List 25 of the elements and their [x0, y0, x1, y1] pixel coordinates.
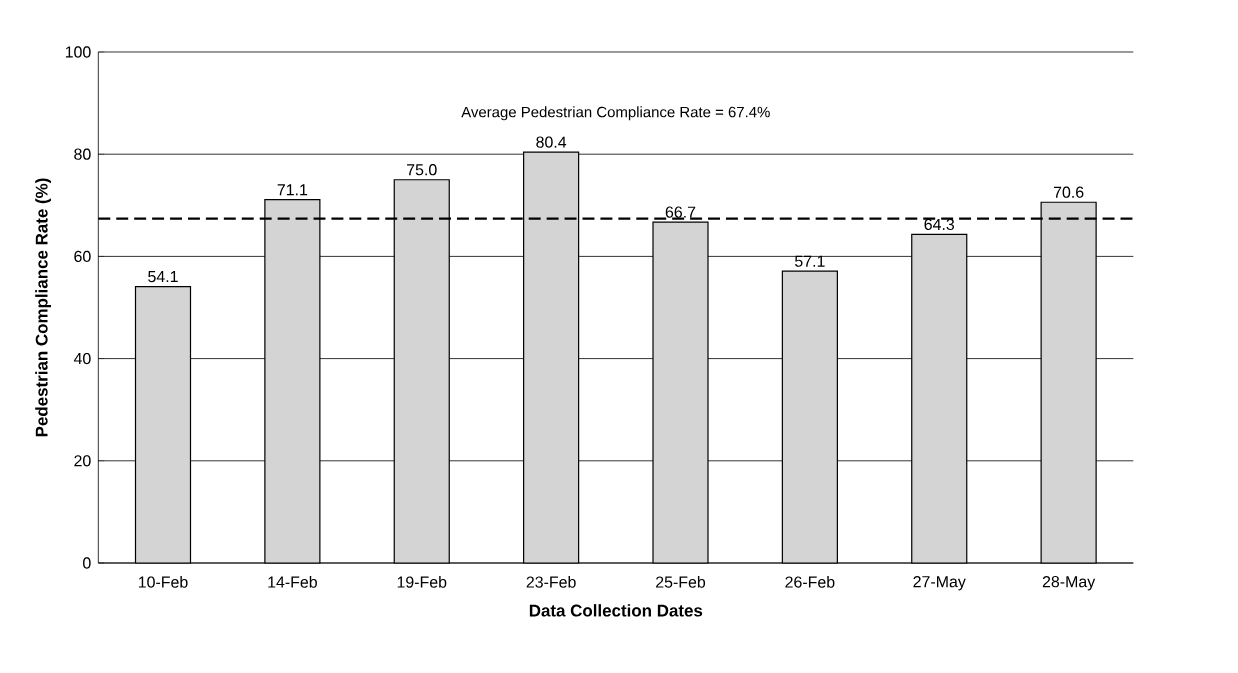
y-tick-label: 20: [74, 455, 91, 467]
x-tick-label: 23-Feb: [526, 576, 576, 588]
y-axis-title: Pedestrian Compliance Rate (%): [35, 178, 51, 437]
x-tick-label: 25-Feb: [656, 576, 706, 588]
x-tick-label: 27-May: [913, 576, 966, 591]
data-label: 70.6: [1053, 186, 1084, 198]
data-label: 75.0: [407, 164, 437, 176]
data-label: 66.7: [665, 206, 696, 218]
x-axis-title: Data Collection Dates: [529, 604, 703, 617]
y-tick-label: 60: [74, 250, 91, 263]
y-tick-label: 80: [74, 148, 91, 160]
y-tick-label: 0: [83, 557, 91, 569]
x-tick-label: 28-May: [1042, 576, 1096, 591]
x-tick-label: 19-Feb: [397, 576, 447, 588]
data-label: 64.3: [924, 218, 955, 231]
x-tick-label: 14-Feb: [268, 576, 317, 588]
x-tick-label: 26-Feb: [785, 576, 835, 588]
y-tick-label: 40: [73, 352, 91, 365]
data-label: 57.1: [794, 255, 825, 267]
x-tick-label: 10-Feb: [138, 576, 188, 588]
data-label: 54.1: [148, 271, 178, 283]
ref-line-label: Average Pedestrian Compliance Rate = 67.4%: [461, 106, 770, 121]
data-label: 71.1: [277, 184, 308, 196]
y-tick-label: 100: [65, 46, 91, 58]
data-label: 80.4: [536, 136, 567, 148]
